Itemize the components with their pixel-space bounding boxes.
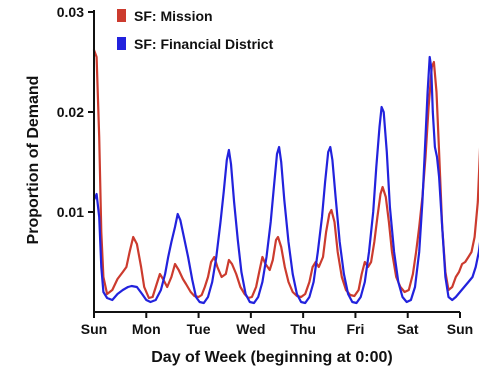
legend: SF: Mission SF: Financial District [117,8,274,52]
x-axis-ticks: Sun Mon Tue Wed Thu Fri Sat Sun [81,312,473,337]
legend-label-sf-mission: SF: Mission [134,8,213,24]
x-tick-label: Sat [397,321,419,337]
x-axis-title: Day of Week (beginning at 0:00) [151,349,393,366]
y-tick-label: 0.01 [57,204,84,220]
x-tick-label: Sun [447,321,473,337]
x-tick-label: Tue [187,321,211,337]
x-tick-label: Mon [132,321,161,337]
x-tick-label: Fri [346,321,364,337]
series-line-sf-financial-district [92,55,479,305]
y-axis-ticks: 0.01 0.02 0.03 [57,4,94,220]
x-tick-label: Thu [290,321,316,337]
x-tick-label: Wed [236,321,265,337]
plot-area [92,48,479,305]
series-line-sf-mission [92,48,479,300]
legend-label-sf-financial-district: SF: Financial District [134,36,274,52]
y-axis-title: Proportion of Demand [25,76,42,245]
y-tick-label: 0.02 [57,104,84,120]
x-tick-label: Sun [81,321,107,337]
legend-swatch-sf-financial-district [117,37,126,50]
y-tick-label: 0.03 [57,4,84,20]
legend-swatch-sf-mission [117,9,126,22]
